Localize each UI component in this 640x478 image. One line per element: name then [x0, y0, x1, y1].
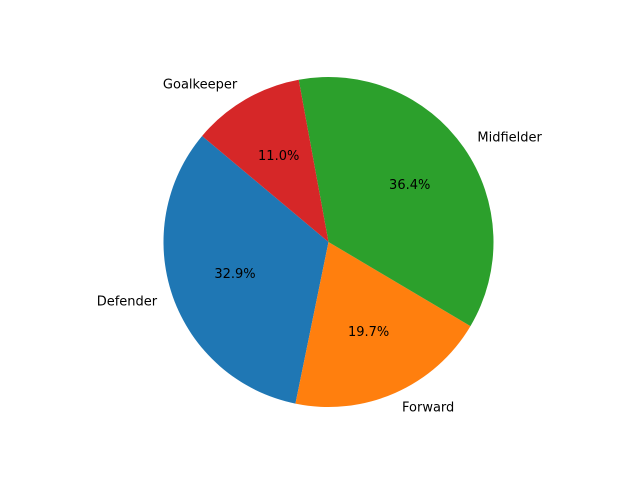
- category-label-forward: Forward: [402, 400, 454, 415]
- pie-slice-goalkeeper: [202, 79, 329, 243]
- pct-label-goalkeeper: 11.0%: [258, 149, 299, 164]
- category-label-goalkeeper: Goalkeeper: [163, 78, 238, 93]
- pie-slice-forward: [295, 242, 471, 407]
- pct-label-midfielder: 36.4%: [389, 178, 430, 193]
- pie-labels: 32.9% Defender 19.7% Forward 36.4% Midfielder…: [97, 78, 543, 416]
- pie-slices: [163, 76, 494, 407]
- pie-slice-defender: [163, 135, 329, 404]
- pct-label-defender: 32.9%: [214, 267, 255, 282]
- category-label-defender: Defender: [97, 294, 158, 309]
- pct-label-forward: 19.7%: [348, 325, 389, 340]
- category-label-midfielder: Midfielder: [477, 131, 542, 146]
- pie-slice-midfielder: [298, 76, 494, 327]
